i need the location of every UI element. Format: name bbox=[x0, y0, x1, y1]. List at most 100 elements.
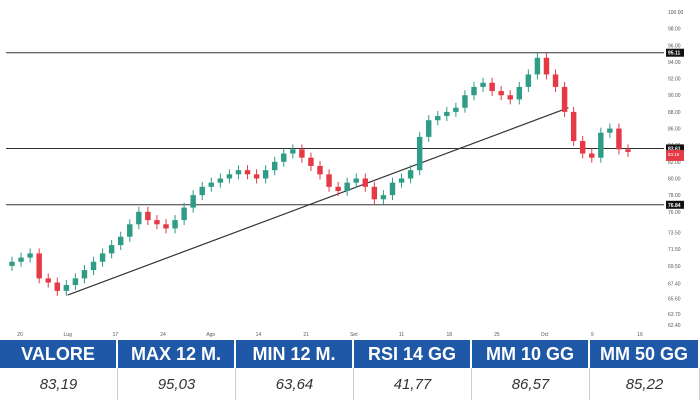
y-tick-label: 80.00 bbox=[668, 176, 681, 182]
candle-body bbox=[435, 116, 441, 121]
stat-value-min-12m: 63,64 bbox=[236, 368, 354, 400]
stat-header-min-12m: MIN 12 M. bbox=[236, 340, 354, 368]
candle-body bbox=[145, 211, 151, 221]
candle-body bbox=[362, 178, 369, 187]
y-tick-label: 94.00 bbox=[668, 60, 681, 66]
candle-body bbox=[552, 74, 559, 87]
y-tick-label: 76.00 bbox=[668, 210, 681, 216]
candle-body bbox=[290, 149, 296, 154]
x-tick-label: 21 bbox=[303, 332, 309, 338]
y-tick-label: 73.50 bbox=[668, 231, 681, 237]
y-tick-label: 90.00 bbox=[668, 93, 681, 99]
current-price-label: 83.19 bbox=[668, 152, 680, 157]
candle-body bbox=[462, 95, 468, 108]
candle-body bbox=[561, 86, 568, 112]
x-tick-label: 17 bbox=[113, 332, 119, 338]
candle-body bbox=[172, 220, 178, 229]
level-label: 76.84 bbox=[668, 203, 681, 209]
candle-body bbox=[326, 174, 332, 187]
x-tick-label: Set bbox=[350, 332, 358, 338]
candle-body bbox=[54, 282, 61, 291]
y-tick-label: 82.00 bbox=[668, 160, 681, 166]
y-tick-label: 67.40 bbox=[668, 281, 681, 287]
candle-body bbox=[199, 186, 205, 196]
y-tick-label: 88.00 bbox=[668, 110, 681, 116]
level-label-bg bbox=[666, 144, 684, 153]
candle-body bbox=[534, 57, 541, 75]
candle-body bbox=[344, 182, 350, 191]
candle-body bbox=[154, 220, 160, 225]
candle-body bbox=[72, 278, 79, 286]
level-label-bg bbox=[666, 48, 684, 57]
x-tick-label: 20 bbox=[17, 332, 23, 338]
candle-body bbox=[589, 153, 595, 158]
candle-body bbox=[335, 186, 341, 191]
stat-header-mm-10gg: MM 10 GG bbox=[472, 340, 590, 368]
candle-body bbox=[235, 170, 242, 175]
y-tick-label: 65.60 bbox=[668, 296, 681, 302]
candle-body bbox=[607, 128, 613, 133]
candle-body bbox=[208, 182, 215, 187]
stat-header-max-12m: MAX 12 M. bbox=[118, 340, 236, 368]
candle-body bbox=[18, 257, 24, 262]
candle-body bbox=[353, 178, 359, 183]
x-tick-label: 18 bbox=[446, 332, 452, 338]
candle-body bbox=[625, 149, 631, 152]
candle-body bbox=[163, 224, 169, 229]
candle-body bbox=[244, 170, 251, 175]
stat-header-valore: VALORE bbox=[0, 340, 118, 368]
candle-body bbox=[498, 91, 504, 96]
candle-body bbox=[226, 174, 233, 179]
y-tick-label: 100.00 bbox=[668, 10, 684, 16]
candle-body bbox=[117, 236, 124, 246]
price-chart: 62.40 63.70 65.60 67.40 69.50 71.50 73.50 76.00… bbox=[6, 10, 684, 338]
candle-body bbox=[570, 111, 577, 142]
candle-body bbox=[36, 253, 42, 279]
candle-body bbox=[90, 261, 97, 271]
candle-body bbox=[308, 157, 314, 167]
candle-body bbox=[398, 178, 405, 183]
y-tick-label: 92.00 bbox=[668, 77, 681, 83]
candle-body bbox=[27, 253, 33, 258]
stat-value-max-12m: 95,03 bbox=[118, 368, 236, 400]
candle-body bbox=[516, 86, 523, 100]
candle-body bbox=[543, 57, 550, 75]
candle-body bbox=[262, 170, 269, 179]
x-tick-label: 16 bbox=[637, 332, 643, 338]
level-label: 83.61 bbox=[668, 146, 681, 152]
x-tick-label: Ago bbox=[206, 332, 215, 338]
stat-header-mm-50gg: MM 50 GG bbox=[590, 340, 700, 368]
x-tick-label: Lug bbox=[64, 332, 73, 338]
x-tick-label: 24 bbox=[160, 332, 166, 338]
y-axis: 62.40 63.70 65.60 67.40 69.50 71.50 73.50 76.00… bbox=[668, 10, 684, 329]
candle-body bbox=[371, 186, 378, 200]
stats-table: VALORE MAX 12 M. MIN 12 M. RSI 14 GG MM … bbox=[0, 340, 700, 400]
candle-body bbox=[81, 270, 88, 279]
y-tick-label: 63.70 bbox=[668, 312, 681, 318]
candle-body bbox=[63, 285, 70, 291]
candle-body bbox=[45, 278, 51, 283]
candle-body bbox=[380, 195, 387, 200]
y-tick-label: 86.00 bbox=[668, 127, 681, 133]
candle-body bbox=[108, 245, 115, 254]
candle-body bbox=[507, 95, 513, 100]
y-tick-label: 71.50 bbox=[668, 247, 681, 253]
level-label: 95.11 bbox=[668, 51, 680, 57]
trendline bbox=[67, 107, 569, 296]
candle-body bbox=[416, 136, 423, 171]
x-tick-label: 11 bbox=[399, 332, 404, 338]
candle-body bbox=[217, 178, 224, 183]
candle-body bbox=[525, 74, 532, 87]
candle-body bbox=[281, 153, 287, 162]
horizontal-levels bbox=[6, 52, 664, 206]
candle-body bbox=[271, 161, 278, 171]
candle-body bbox=[453, 107, 459, 112]
stat-header-rsi-14gg: RSI 14 GG bbox=[354, 340, 472, 368]
candle-body bbox=[425, 120, 432, 137]
current-price-bg bbox=[666, 149, 684, 161]
y-tick-label: 78.00 bbox=[668, 193, 681, 199]
candle-body bbox=[444, 111, 450, 117]
x-axis: 20 Lug 17 24 Ago 14 21 Set 11 18 25 Oct 9 16 bbox=[17, 332, 643, 338]
stat-value-valore: 83,19 bbox=[0, 368, 118, 400]
x-tick-label: 25 bbox=[494, 332, 500, 338]
